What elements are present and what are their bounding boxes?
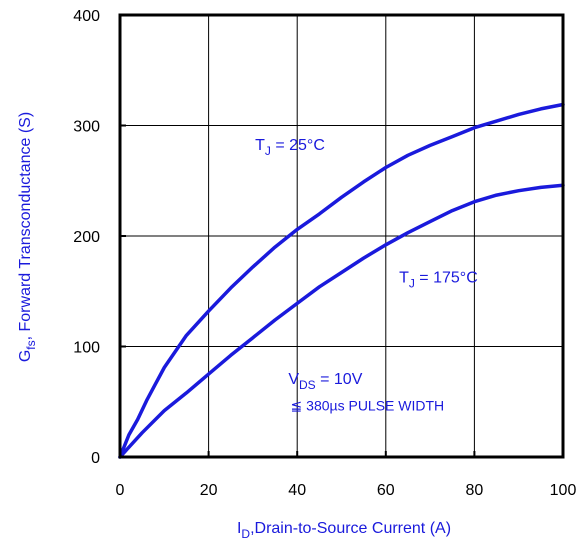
x-tick-label-0: 0 bbox=[116, 482, 125, 499]
annotation-tj175: TJ = 175°C bbox=[399, 269, 478, 290]
x-axis-label-sub: D bbox=[241, 527, 250, 541]
y-tick-label-3: 300 bbox=[73, 119, 100, 136]
series-line-1 bbox=[118, 183, 565, 459]
x-axis-label: ID,Drain-to-Source Current (A) bbox=[237, 520, 451, 541]
plot-frame bbox=[118, 13, 565, 459]
y-tick-label-4: 400 bbox=[73, 8, 100, 25]
y-axis-label-main: G bbox=[17, 350, 34, 362]
y-tick-label-2: 200 bbox=[73, 229, 100, 246]
x-tick-label-4: 80 bbox=[466, 482, 484, 499]
annotation-tj25: TJ = 25°C bbox=[255, 137, 325, 158]
series-group bbox=[118, 102, 565, 459]
tick-labels: 0 20 40 60 80 100 0 100 200 300 400 bbox=[73, 8, 576, 499]
y-axis-label-sub: fs bbox=[24, 340, 38, 349]
x-axis-label-main: I bbox=[237, 520, 241, 537]
y-axis-label: Gfs, Forward Transconductance (S) bbox=[17, 112, 38, 362]
annotation-pulse: ≦ 380µs PULSE WIDTH bbox=[291, 398, 445, 414]
series-line-0 bbox=[118, 102, 565, 459]
x-tick-label-2: 40 bbox=[288, 482, 306, 499]
y-tick-label-1: 100 bbox=[73, 340, 100, 357]
annotation-vds: VDS = 10V bbox=[288, 371, 362, 392]
x-tick-label-3: 60 bbox=[377, 482, 395, 499]
y-axis-label-rest: , Forward Transconductance (S) bbox=[17, 112, 34, 341]
x-axis-label-rest: ,Drain-to-Source Current (A) bbox=[250, 520, 451, 537]
y-tick-label-0: 0 bbox=[91, 450, 100, 467]
x-tick-label-1: 20 bbox=[200, 482, 218, 499]
annotations: TJ = 25°C TJ = 175°C VDS = 10V ≦ 380µs PULS… bbox=[255, 137, 478, 414]
x-tick-label-5: 100 bbox=[550, 482, 577, 499]
